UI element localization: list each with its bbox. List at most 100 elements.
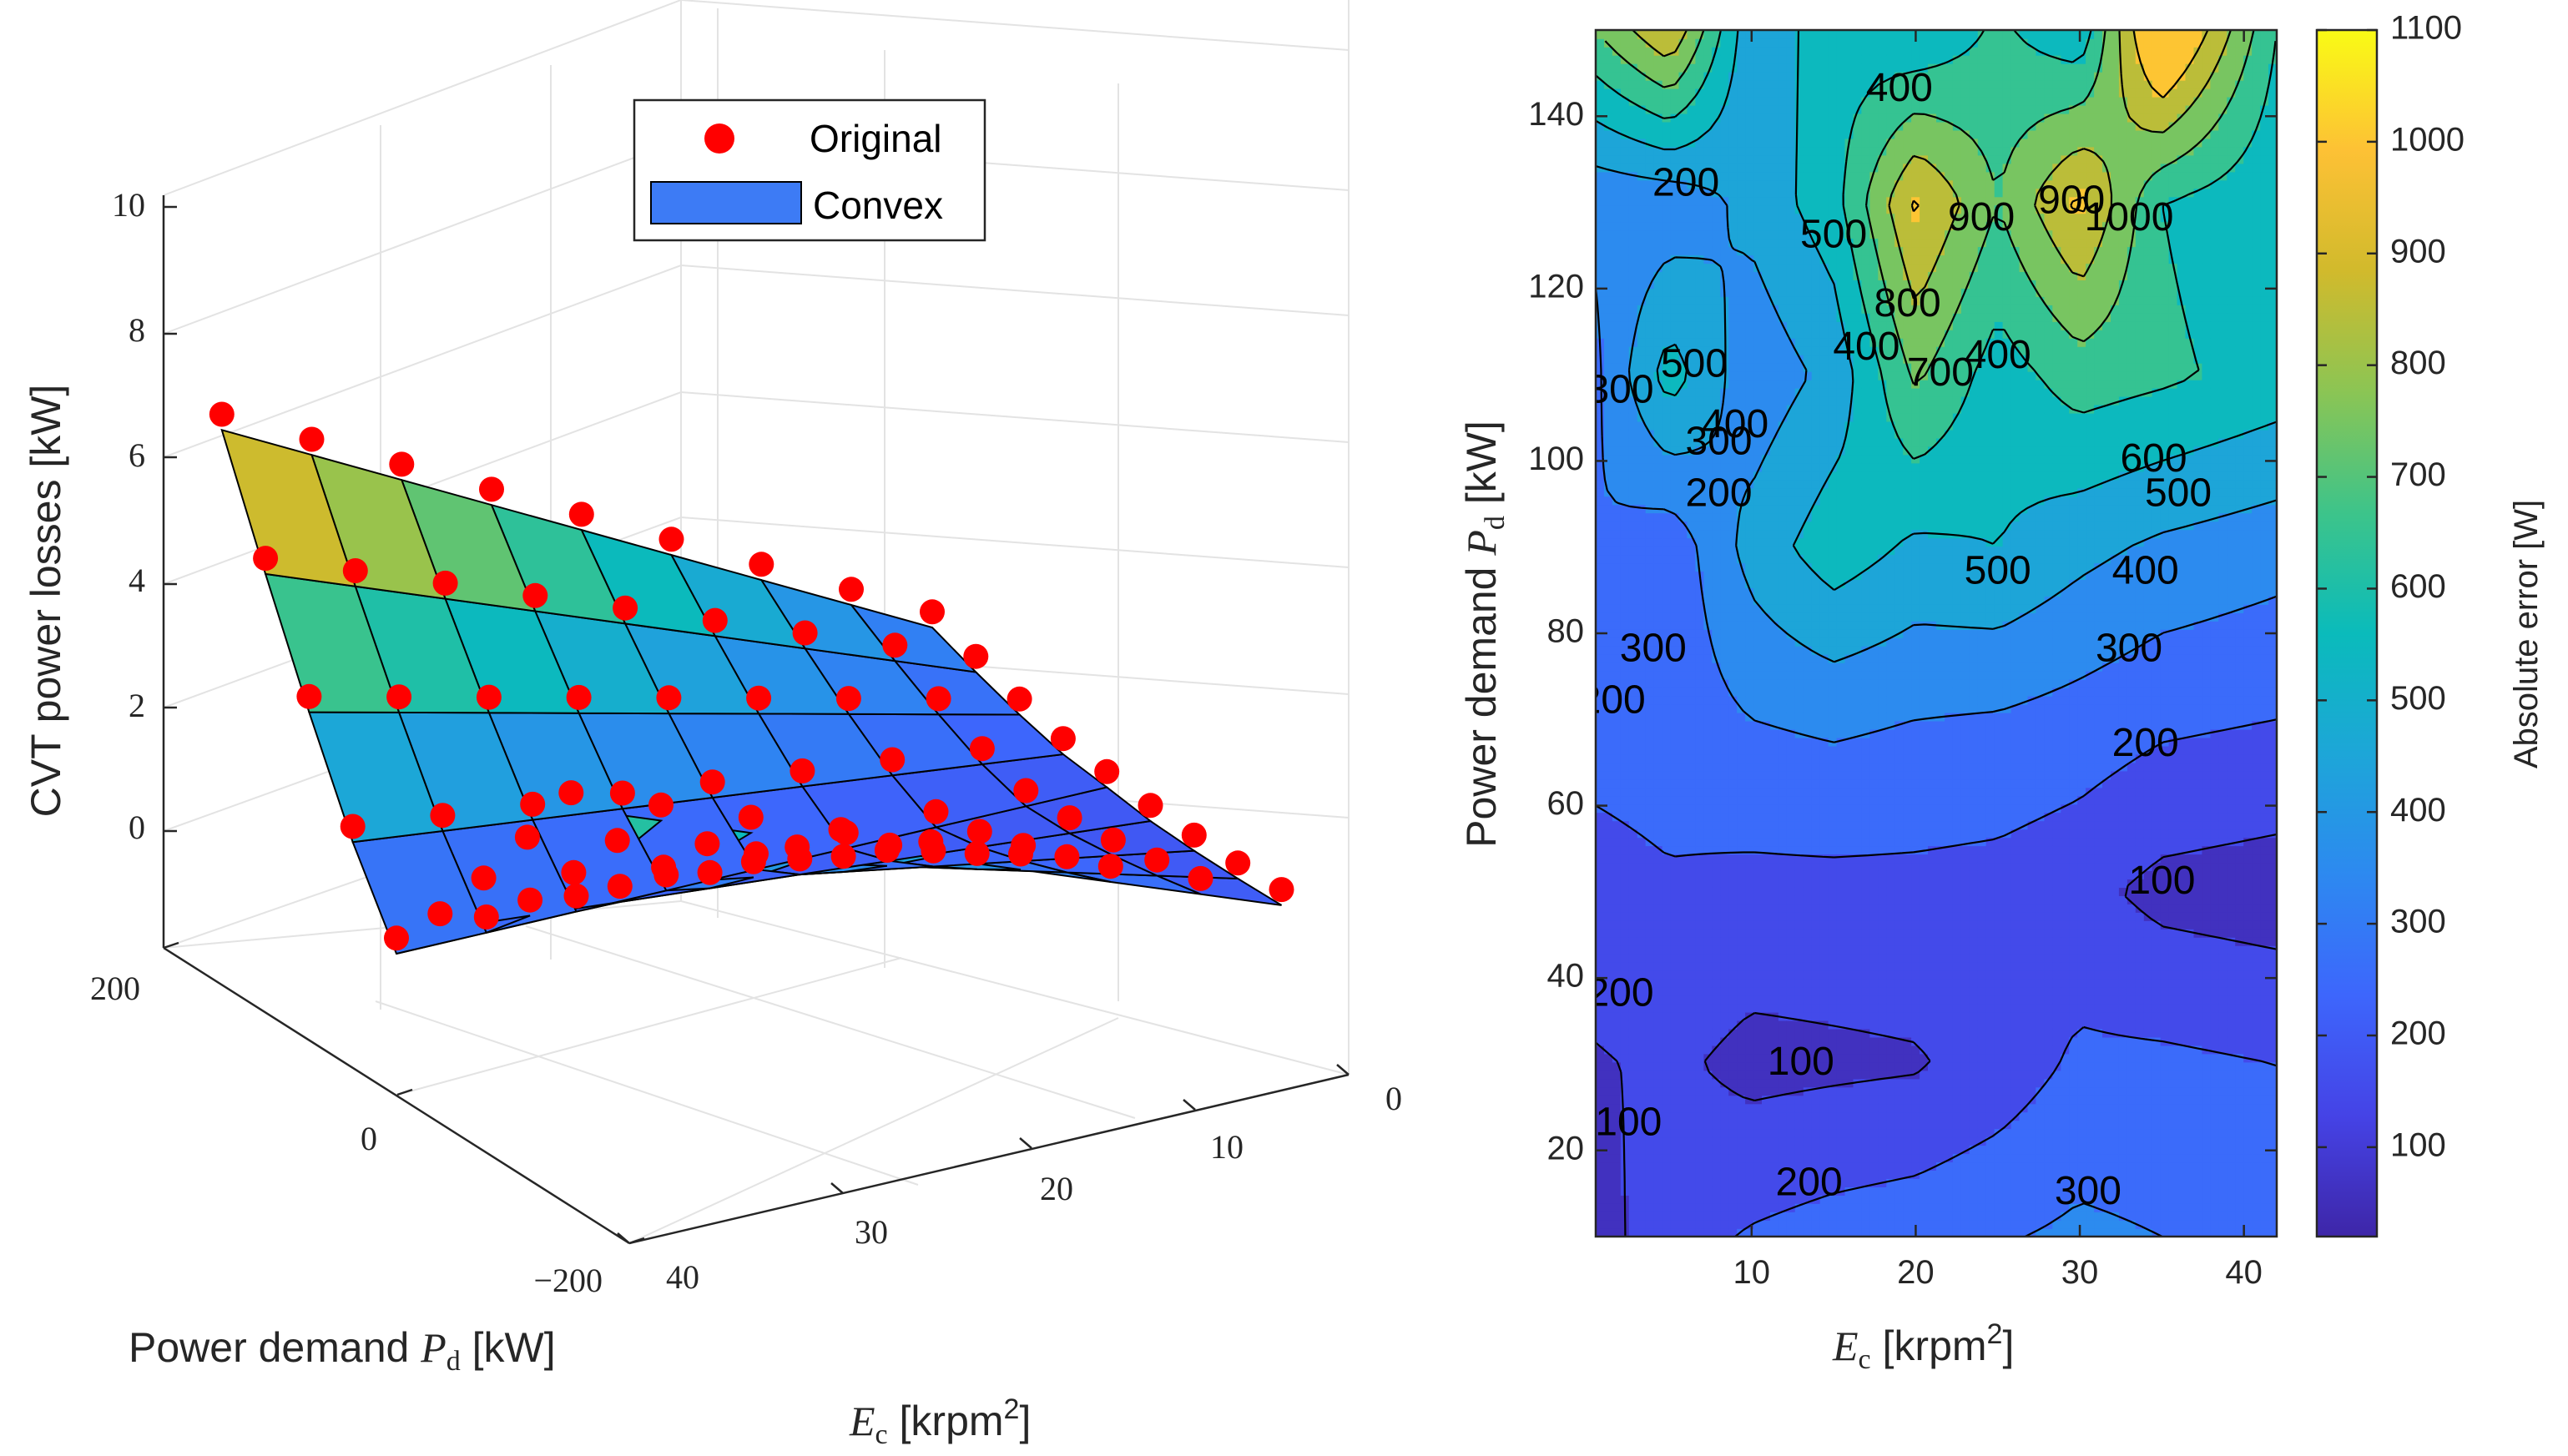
contour-cell [1737,862,1746,871]
contour-cell [1836,712,1846,722]
contour-cell [1653,96,1663,106]
contour-cell [1778,562,1788,572]
contour-cell [1737,879,1746,888]
contour-cell [1737,454,1746,464]
contour-cell [1844,720,1854,730]
contour-cell [1645,238,1655,248]
contour-cell [1861,986,1871,996]
contour-cell [1794,762,1804,772]
contour-cell [1628,79,1638,89]
contour-cell [1770,1045,1779,1055]
contour-cell [1720,54,1730,64]
contour-cell [1737,687,1746,697]
contour-cell [1703,354,1713,364]
contour-cell [1828,30,1838,39]
contour-cell [1703,204,1713,214]
contour-cell [1828,587,1838,597]
contour-cell [1695,305,1705,314]
contour-cell [1737,1078,1746,1088]
contour-cell [1786,1103,1796,1113]
contour-cell [1745,462,1754,472]
contour-cell [1612,138,1622,148]
contour-cell [1596,920,1605,930]
contour-cell [1712,920,1722,930]
contour-cell [1637,1186,1647,1196]
contour-cell [1662,870,1672,879]
contour-cell [1794,129,1804,139]
contour-cell [1678,1136,1688,1146]
contour-cell [1811,1036,1821,1046]
contour-cell [1786,129,1796,139]
contour-cell [1703,129,1713,139]
contour-cell [1637,1220,1647,1229]
contour-cell [1737,462,1746,472]
contour-cell [1628,978,1638,988]
contour-cell [1861,554,1871,564]
contour-cell [1836,870,1846,879]
contour-cell [1828,437,1838,447]
contour-cell [1687,920,1697,930]
contour-cell [1853,63,1863,73]
contour-cell [1596,854,1605,864]
contour-cell [1836,412,1846,422]
contour-cell [1753,862,1763,871]
contour-cell [1645,1203,1655,1212]
contour-cell [1645,354,1655,364]
contour-cell [1670,953,1680,963]
contour-cell [1770,79,1779,89]
contour-cell [1794,920,1804,930]
contour-cell [1836,395,1846,406]
contour-cell [1662,812,1672,822]
contour-cell [1803,1220,1813,1229]
contour-cell [1778,653,1788,663]
contour-cell [1794,978,1804,988]
contour-cell [1695,653,1705,663]
contour-cell [1745,512,1754,522]
contour-cell [1653,795,1663,805]
contour-cell [1786,38,1796,48]
contour-cell [1620,213,1630,223]
contour-cell [1703,1128,1713,1138]
contour-cell [1819,1145,1829,1155]
contour-cell [1778,362,1788,372]
contour-cell [1670,820,1680,830]
original-point-48 [697,859,723,885]
contour-cell [1762,562,1771,572]
contour-cell [1828,79,1838,89]
contour-cell [1670,54,1680,64]
contour-cell [1712,820,1722,830]
contour-cell [1737,346,1746,355]
contour-cell [1836,129,1846,139]
contour-cell [1728,370,1738,380]
contour-cell [1604,1028,1613,1038]
contour-cell [1720,961,1730,971]
contour-cell [1637,604,1647,613]
contour-cell [1628,945,1638,955]
contour-cell [1687,1003,1697,1013]
contour-cell [1803,703,1813,713]
contour-cell [1670,970,1680,980]
contour-cell [1670,146,1680,156]
contour-cell [1703,678,1713,688]
contour-cell [1645,104,1655,114]
contour-cell [1678,695,1688,705]
contour-cell [1712,1086,1722,1096]
contour-cell [1653,330,1663,339]
contour-cell [1745,96,1754,106]
contour-cell [1778,254,1788,264]
contour-cell [1778,678,1788,688]
contour-cell [1712,812,1722,822]
contour-cell [1662,737,1672,747]
contour-cell [1604,986,1613,996]
contour-cell [1612,986,1622,996]
contour-cell [1720,953,1730,963]
contour-cell [1869,1170,1879,1179]
contour-cell [1678,213,1688,223]
contour-cell [1628,1170,1638,1179]
contour-cell [1819,762,1829,772]
contour-cell [1786,687,1796,697]
contour-cell [1836,887,1846,896]
contour-cell [1637,204,1647,214]
contour-cell [1828,1145,1838,1155]
contour-cell [1712,146,1722,156]
